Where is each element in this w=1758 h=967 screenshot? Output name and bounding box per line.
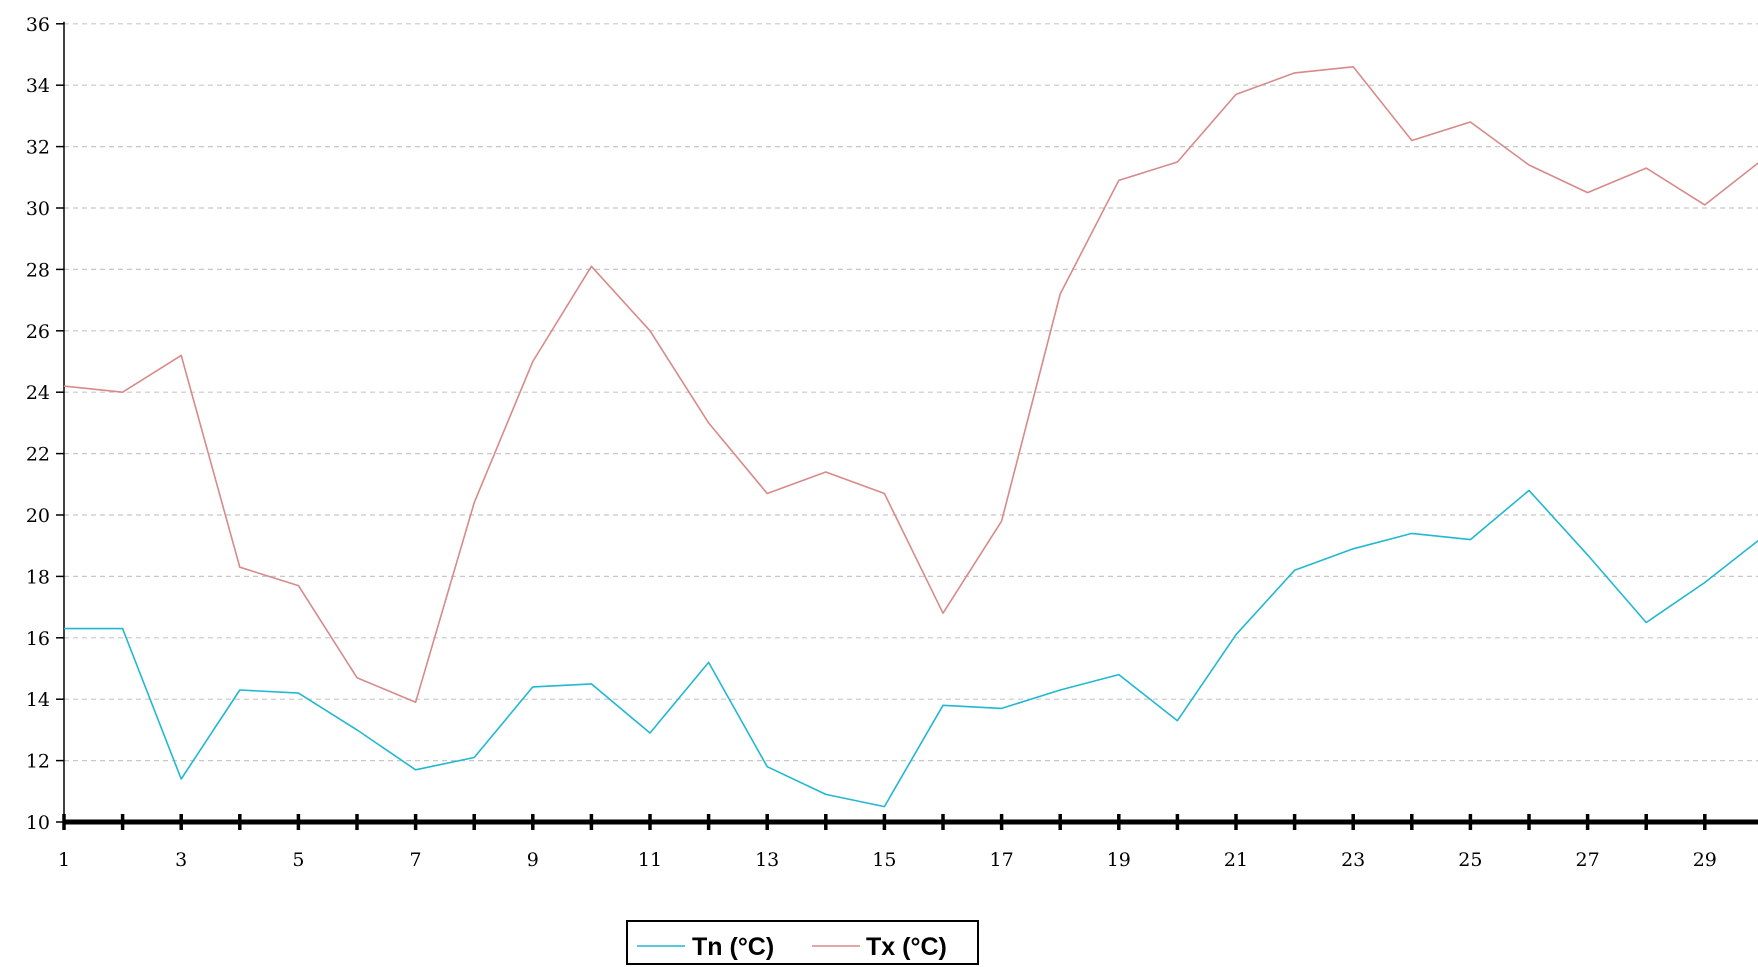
y-tick-label: 20: [26, 505, 50, 527]
x-tick-label: 3: [175, 849, 187, 871]
y-tick-label: 32: [26, 137, 50, 159]
y-axis: 10 12 14 16 18 20 22 24 26 28 30 32 34 36: [26, 14, 65, 834]
legend[interactable]: Tn (°C) Tx (°C): [626, 920, 979, 965]
series-line-tx: [63, 66, 1758, 704]
x-tick-label: 9: [527, 849, 539, 871]
y-tick-label: 26: [26, 321, 50, 343]
x-tick-label: 27: [1576, 849, 1600, 871]
y-tick-label: 24: [26, 382, 50, 404]
y-tick-label: 30: [26, 198, 50, 220]
y-tick-label: 16: [26, 628, 50, 650]
y-tick-label: 10: [26, 812, 50, 834]
x-tick-label: 5: [292, 849, 304, 871]
x-tick-label: 11: [638, 849, 662, 871]
x-tick-label: 17: [990, 849, 1014, 871]
y-tick-label: 34: [26, 75, 50, 97]
y-tick-label: 14: [26, 689, 50, 711]
y-tick-label: 18: [26, 566, 50, 588]
x-tick-label: 29: [1693, 849, 1717, 871]
x-tick-label: 23: [1341, 849, 1365, 871]
y-tick-label: 22: [26, 444, 50, 466]
series-line-tn: [64, 489, 1758, 808]
series-lines: [63, 66, 1758, 808]
legend-box: [626, 920, 979, 965]
y-tick-label: 28: [26, 259, 50, 281]
y-gridlines: [64, 23, 1758, 762]
x-tick-label: 19: [1107, 849, 1131, 871]
y-tick-label: 36: [26, 14, 50, 36]
y-tick-label: 12: [26, 751, 50, 773]
legend-label-tn: Tn (°C): [692, 933, 774, 961]
x-tick-label: 25: [1458, 849, 1482, 871]
x-axis: 1 3 5 7 9 11 13 15 17 19 21 23 25 27 29: [58, 814, 1758, 871]
legend-label-tx: Tx (°C): [866, 933, 947, 961]
x-tick-label: 15: [872, 849, 896, 871]
x-tick-label: 13: [755, 849, 779, 871]
x-tick-label: 1: [58, 849, 70, 871]
x-tick-label: 21: [1224, 849, 1248, 871]
x-tick-label: 7: [410, 849, 422, 871]
